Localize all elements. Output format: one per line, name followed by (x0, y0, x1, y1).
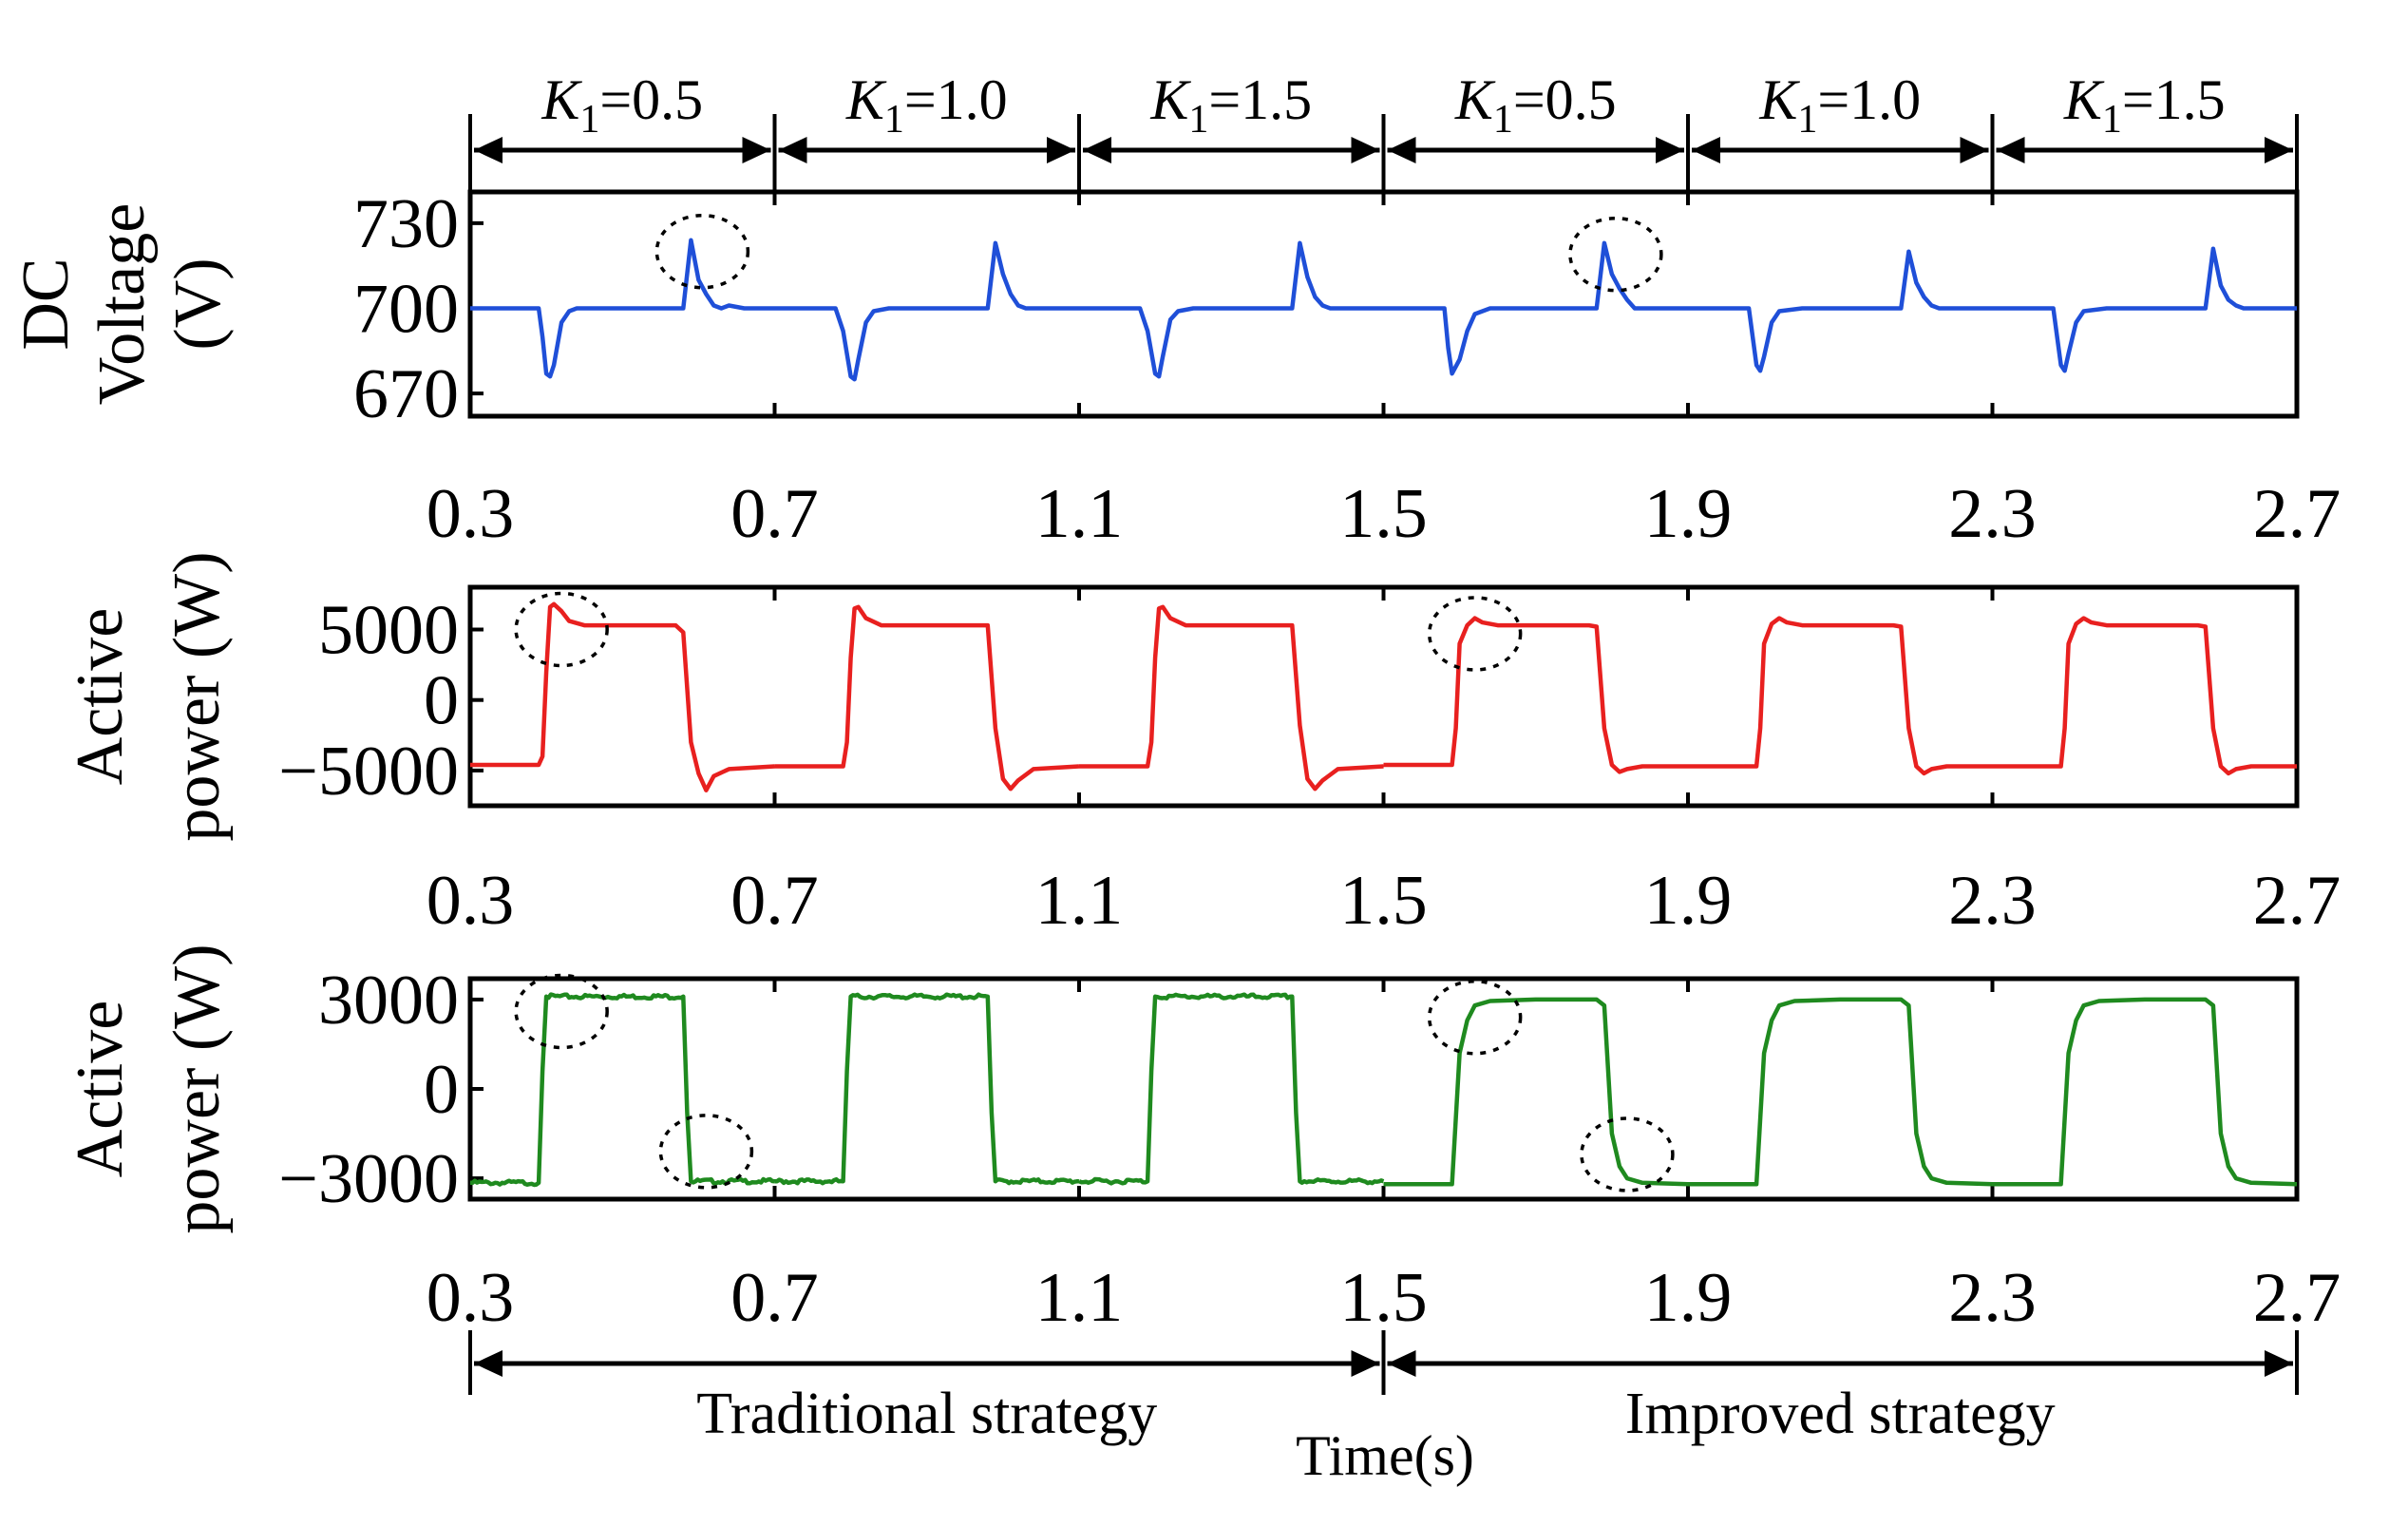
k-segment-arrow-head-right (1351, 137, 1380, 163)
strategy-arrow-head-left (474, 1350, 502, 1377)
highlight-circle (1580, 1116, 1675, 1192)
y-axis-label: Voltage (85, 203, 159, 406)
highlight-circle (1427, 980, 1523, 1056)
series-line (1688, 249, 1993, 373)
y-axis-label: Active (64, 1001, 137, 1178)
y-tick-label: 0 (424, 662, 459, 740)
series-line (470, 601, 775, 792)
k-segment-arrow-head-right (742, 137, 771, 163)
series-line (774, 992, 1080, 1186)
x-tick-label: 0.3 (427, 475, 515, 553)
y-tick-label: −5000 (278, 733, 459, 811)
series-line (1383, 997, 1689, 1187)
highlight-circle (654, 213, 750, 290)
k-segment-arrow-head-left (778, 137, 807, 163)
x-tick-label: 0.7 (730, 1259, 819, 1337)
y-axis-label: DC (9, 258, 83, 350)
series-line (1078, 992, 1385, 1186)
strategy-footer: Traditional strategy Improved strategy (468, 1330, 2299, 1446)
y-tick-label: 3000 (318, 962, 459, 1040)
x-tick-label: 2.3 (1948, 475, 2037, 553)
k-segment-header: K1=0.5 K1=1.0 K1=1.5 K1=0.5 K1=1.0 K1=1.5 (468, 68, 2299, 192)
x-tick-label: 0.7 (730, 475, 819, 553)
x-tick-label: 2.7 (2253, 1259, 2342, 1337)
x-tick-label: 1.1 (1035, 475, 1124, 553)
x-tick-label: 1.9 (1644, 475, 1733, 553)
x-axis-label: Time(s) (1296, 1424, 1474, 1487)
x-tick-label: 2.7 (2253, 475, 2342, 553)
y-axis-label: (V) (161, 258, 235, 350)
highlight-circle (1568, 216, 1663, 293)
plot-frame (467, 584, 2300, 809)
x-tick-label: 1.1 (1035, 862, 1124, 940)
strategy-arrow-head-left (1387, 1350, 1416, 1377)
y-tick-label: 5000 (318, 592, 459, 670)
series-line (1992, 246, 2297, 373)
x-tick-label: 0.3 (427, 862, 515, 940)
k-segment-arrow-head-left (1083, 137, 1111, 163)
series-line (1383, 616, 1688, 774)
y-tick-label: 700 (353, 270, 459, 348)
x-tick-label: 1.5 (1339, 475, 1428, 553)
k-segment-label: K1=1.5 (2063, 68, 2226, 142)
x-tick-label: 1.5 (1339, 862, 1428, 940)
k-segment-arrow-head-left (1692, 137, 1720, 163)
y-tick-label: −3000 (278, 1140, 459, 1218)
highlight-circle (1427, 596, 1523, 672)
y-tick-label: 0 (424, 1051, 459, 1129)
k-segment-arrow-head-left (1387, 137, 1416, 163)
x-tick-label: 2.7 (2253, 862, 2342, 940)
series-line (470, 238, 775, 379)
y-tick-label: 730 (353, 185, 459, 263)
x-tick-label: 1.1 (1035, 1259, 1124, 1337)
k-segment-label: K1=1.0 (845, 68, 1008, 142)
strategy-arrow-head-right (1351, 1350, 1380, 1377)
k-segment-label: K1=1.5 (1149, 68, 1312, 142)
series-line (1079, 604, 1384, 792)
x-tick-label: 1.9 (1644, 862, 1733, 940)
series-line (1688, 997, 1993, 1187)
k-segment-label: K1=0.5 (1454, 68, 1617, 142)
highlight-circle (514, 973, 609, 1050)
k-segment-label: K1=1.0 (1758, 68, 1921, 142)
series-line (470, 992, 775, 1188)
plot-frame (467, 189, 2300, 419)
panel-active-power-2: 3000 0 −3000 0.3 0.7 1.1 1.5 1.9 2.3 2.7 Active pow… (64, 944, 2341, 1337)
series-line (1992, 616, 2297, 776)
k-segment-label: K1=0.5 (540, 68, 703, 142)
series-line (1079, 240, 1384, 379)
k-segment-arrow-head-left (1996, 137, 2025, 163)
k-segment-arrow-head-right (2265, 137, 2293, 163)
highlight-circle (658, 1114, 754, 1190)
strategy-arrow-head-right (2265, 1350, 2293, 1377)
x-tick-label: 1.9 (1644, 1259, 1733, 1337)
y-axis-label: power (W) (161, 944, 234, 1233)
x-tick-label: 2.3 (1948, 862, 2037, 940)
plot-frame (467, 976, 2300, 1202)
series-line (774, 604, 1080, 792)
k-segment-arrow-head-right (1047, 137, 1075, 163)
x-tick-label: 0.7 (730, 862, 819, 940)
y-axis-label: Active (64, 608, 137, 786)
series-line (774, 240, 1079, 382)
strategy-label: Traditional strategy (696, 1382, 1157, 1446)
series-line (1992, 997, 2298, 1187)
k-segment-arrow-head-right (1656, 137, 1684, 163)
x-tick-label: 2.3 (1948, 1259, 2037, 1337)
series-line (1688, 616, 1993, 776)
series-line (1383, 240, 1688, 376)
k-segment-arrow-head-right (1960, 137, 1989, 163)
y-tick-label: 670 (353, 355, 459, 433)
strategy-label: Improved strategy (1625, 1382, 2056, 1446)
highlight-circle (514, 591, 609, 668)
k-segment-arrow-head-left (474, 137, 502, 163)
x-tick-label: 0.3 (427, 1259, 515, 1337)
y-axis-label: power (W) (161, 551, 234, 841)
x-tick-label: 1.5 (1339, 1259, 1428, 1337)
